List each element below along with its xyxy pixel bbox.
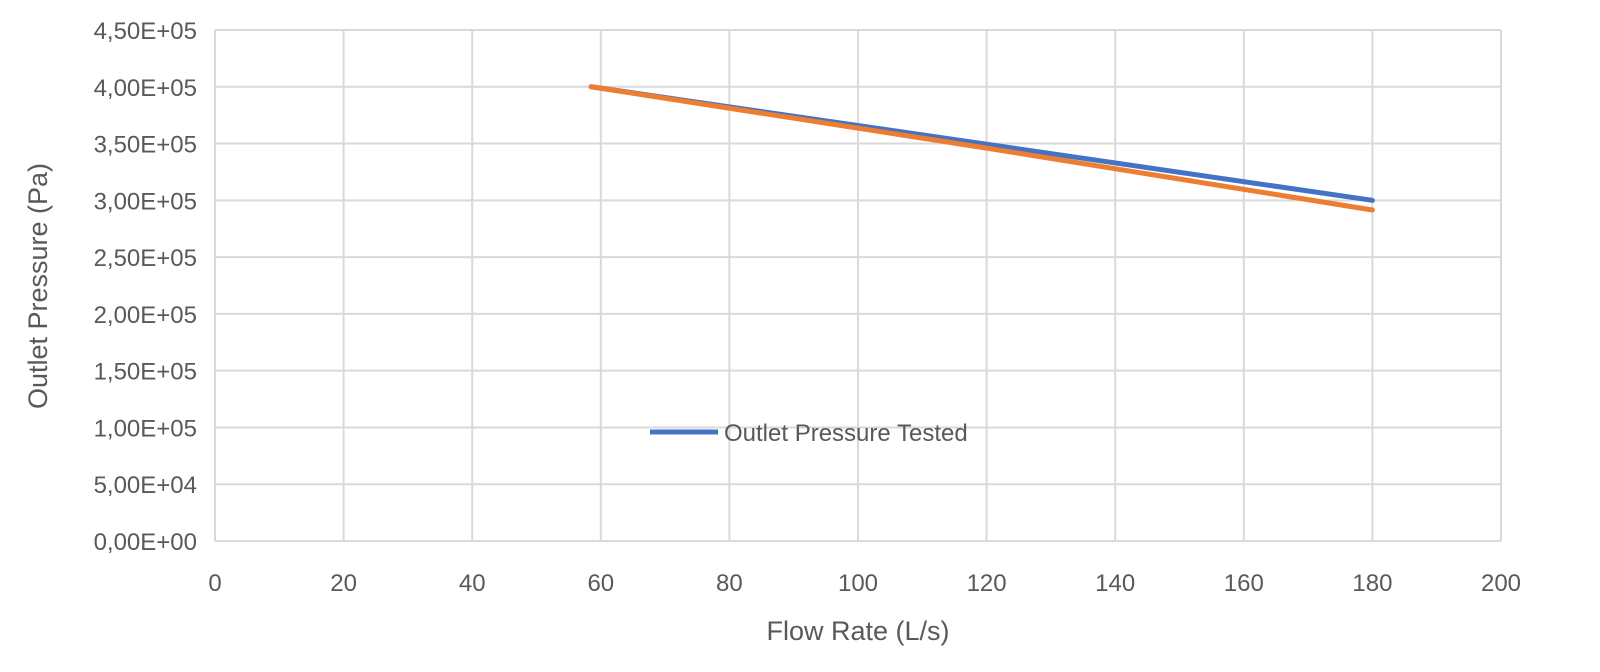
y-tick-label: 3,00E+05: [94, 188, 197, 215]
x-tick-label: 140: [1095, 570, 1135, 597]
y-tick-label: 2,50E+05: [94, 245, 197, 272]
x-tick-label: 60: [587, 570, 614, 597]
x-tick-label: 100: [838, 570, 878, 597]
x-tick-label: 0: [208, 570, 221, 597]
x-tick-label: 180: [1352, 570, 1392, 597]
x-axis-ticks: 0 20 40 60 80 100 120 140 160 180 200: [208, 570, 1521, 597]
y-tick-label: 0,00E+00: [94, 529, 197, 556]
grid: [214, 29, 1502, 542]
y-tick-label: 1,00E+05: [94, 415, 197, 442]
y-axis-ticks: 0,00E+00 5,00E+04 1,00E+05 1,50E+05 2,00E+05…: [94, 18, 197, 556]
y-tick-label: 5,00E+04: [94, 472, 197, 499]
x-tick-label: 120: [967, 570, 1007, 597]
x-tick-label: 80: [716, 570, 743, 597]
series-line-2: [588, 84, 1375, 213]
x-tick-label: 20: [330, 570, 357, 597]
y-tick-label: 3,50E+05: [94, 132, 197, 159]
legend: Outlet Pressure Tested: [650, 420, 968, 447]
y-axis-label: Outlet Pressure (Pa): [23, 163, 53, 409]
legend-label: Outlet Pressure Tested: [724, 420, 968, 447]
x-tick-label: 40: [459, 570, 486, 597]
series-lines: [588, 84, 1375, 213]
y-tick-label: 4,00E+05: [94, 75, 197, 102]
x-tick-label: 200: [1481, 570, 1521, 597]
x-tick-label: 160: [1224, 570, 1264, 597]
y-tick-label: 1,50E+05: [94, 359, 197, 386]
y-tick-label: 4,50E+05: [94, 18, 197, 45]
x-axis-label: Flow Rate (L/s): [766, 616, 949, 646]
y-tick-label: 2,00E+05: [94, 302, 197, 329]
